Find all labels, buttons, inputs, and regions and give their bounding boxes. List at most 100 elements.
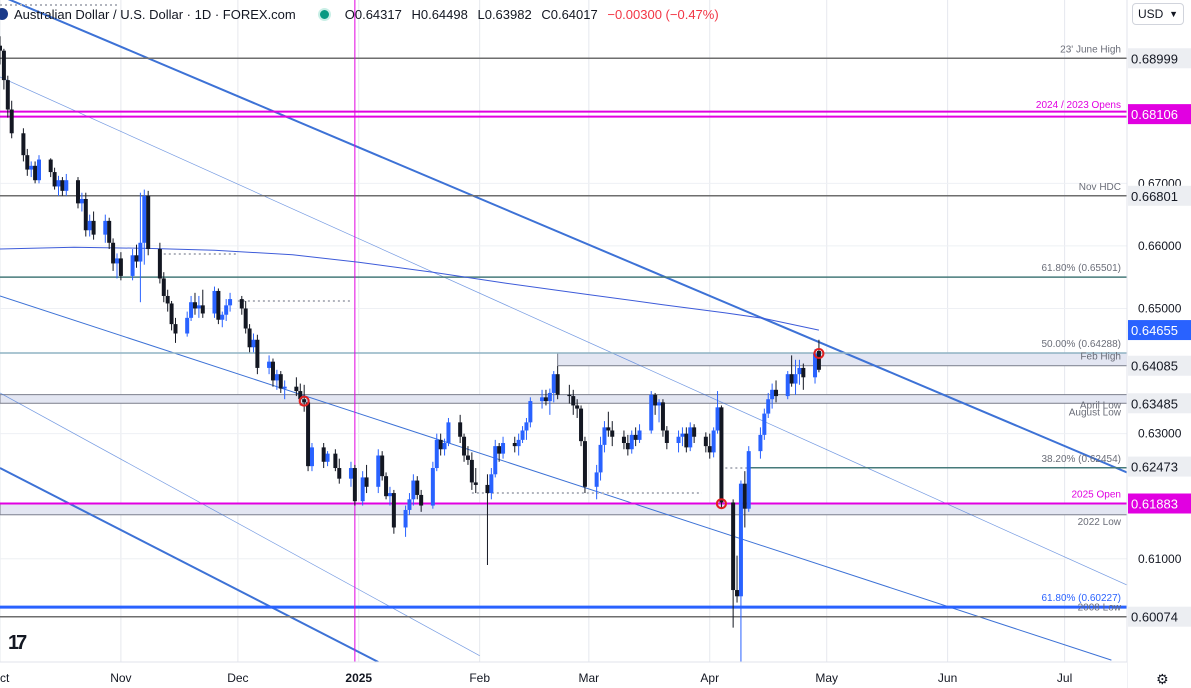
trendline [7,0,1127,474]
candle-body [458,422,463,437]
y-tick-label: 0.61000 [1138,552,1182,566]
candle-body [442,443,447,450]
candle-body [403,509,408,528]
candle-body [543,397,548,402]
price-badge-label: 0.60074 [1131,610,1178,625]
candle-body [485,484,490,494]
candle-body [228,299,233,306]
candle-body [660,402,665,431]
candle-body [142,195,147,243]
price-badge [1128,48,1191,69]
candle-body [274,374,279,381]
x-tick-label: Oct [0,671,10,685]
candle-body [571,396,576,406]
currency-selector[interactable]: USD ▼ [1132,3,1184,25]
candle-body [579,408,584,442]
change-value: −0.00300 (−0.47%) [607,6,719,22]
candle-body [200,305,205,314]
candle-body [60,180,65,191]
candle-body [715,407,720,431]
candle-body [785,374,790,397]
candle-body [161,278,166,296]
price-badge-label: 0.64085 [1131,359,1178,374]
x-tick-label: Jul [1057,671,1072,685]
candle-body [528,401,533,423]
candle-body [309,447,314,467]
candle-body [348,468,353,479]
time-axis [0,662,1127,688]
candle-body [185,317,190,334]
price-badge-label: 0.68106 [1131,107,1178,122]
x-tick-label: Apr [700,671,719,685]
candle-body [337,468,342,479]
candle-body [36,159,41,181]
candle-body [719,407,724,503]
candle-body [103,220,108,235]
candle-body [325,453,330,462]
level-label: 2024 / 2023 Opens [1036,100,1121,111]
candle-body [270,361,275,381]
candle-body [251,339,256,348]
price-badge-label: 0.64655 [1131,323,1178,338]
level-label: 38.20% (0.62454) [1041,454,1121,465]
candle-body [797,367,802,375]
price-badge [1128,355,1191,376]
candle-body [680,433,685,437]
candle-body [419,494,424,506]
candle-body [516,439,521,447]
candle-body [649,394,654,431]
x-tick-label: May [815,671,838,685]
candle-body [380,455,385,477]
pivot-marker [298,395,310,407]
candle-body [278,374,283,389]
candle-body [770,389,775,400]
candle-body [192,302,197,309]
close-value: C0.64017 [541,6,598,22]
candle-body [352,468,357,502]
candle-body [114,258,119,264]
candle-body [813,353,818,378]
gear-icon[interactable]: ⚙ [1156,671,1169,687]
currency-value: USD [1138,7,1164,21]
tradingview-logo-icon[interactable]: 17 [8,632,27,654]
price-badge [1128,320,1191,341]
candle-body [676,436,681,444]
level-label: 2022 Low [1078,517,1122,528]
candle-body [212,290,217,314]
plot-area [0,0,1127,662]
candle-body [165,295,170,304]
candle-body [255,339,260,368]
x-tick-label: 2025 [345,671,372,685]
candle-body [384,476,389,497]
candle-body [87,220,92,231]
price-axis [1127,0,1191,688]
candle-body [306,402,311,467]
candle-body [610,430,615,437]
level-label: 2008 Low [1078,603,1122,614]
candle-body [21,133,26,156]
price-badge [1128,606,1191,627]
candle-body [91,220,96,235]
candle-body [1,50,6,81]
candle-body [547,392,552,402]
price-badge-label: 0.66801 [1131,189,1178,204]
candle-body [567,394,572,397]
candle-body [130,255,135,276]
trendline [0,295,1112,661]
x-tick-label: Nov [110,671,131,685]
candle-body [766,399,771,414]
candle-body [469,459,474,483]
symbol-title[interactable]: Australian Dollar / U.S. Dollar · 1D · F… [14,6,296,22]
candle-body [497,446,502,454]
candle-body [602,427,607,445]
candle-body [446,422,451,444]
low-value: L0.63982 [477,6,532,22]
candle-body [629,434,634,450]
candle-body [216,290,221,320]
candle-body [107,220,112,243]
level-label: 2025 Open [1072,490,1122,501]
candle-body [294,386,299,392]
candle-body [364,477,369,487]
candle-body [465,455,470,460]
